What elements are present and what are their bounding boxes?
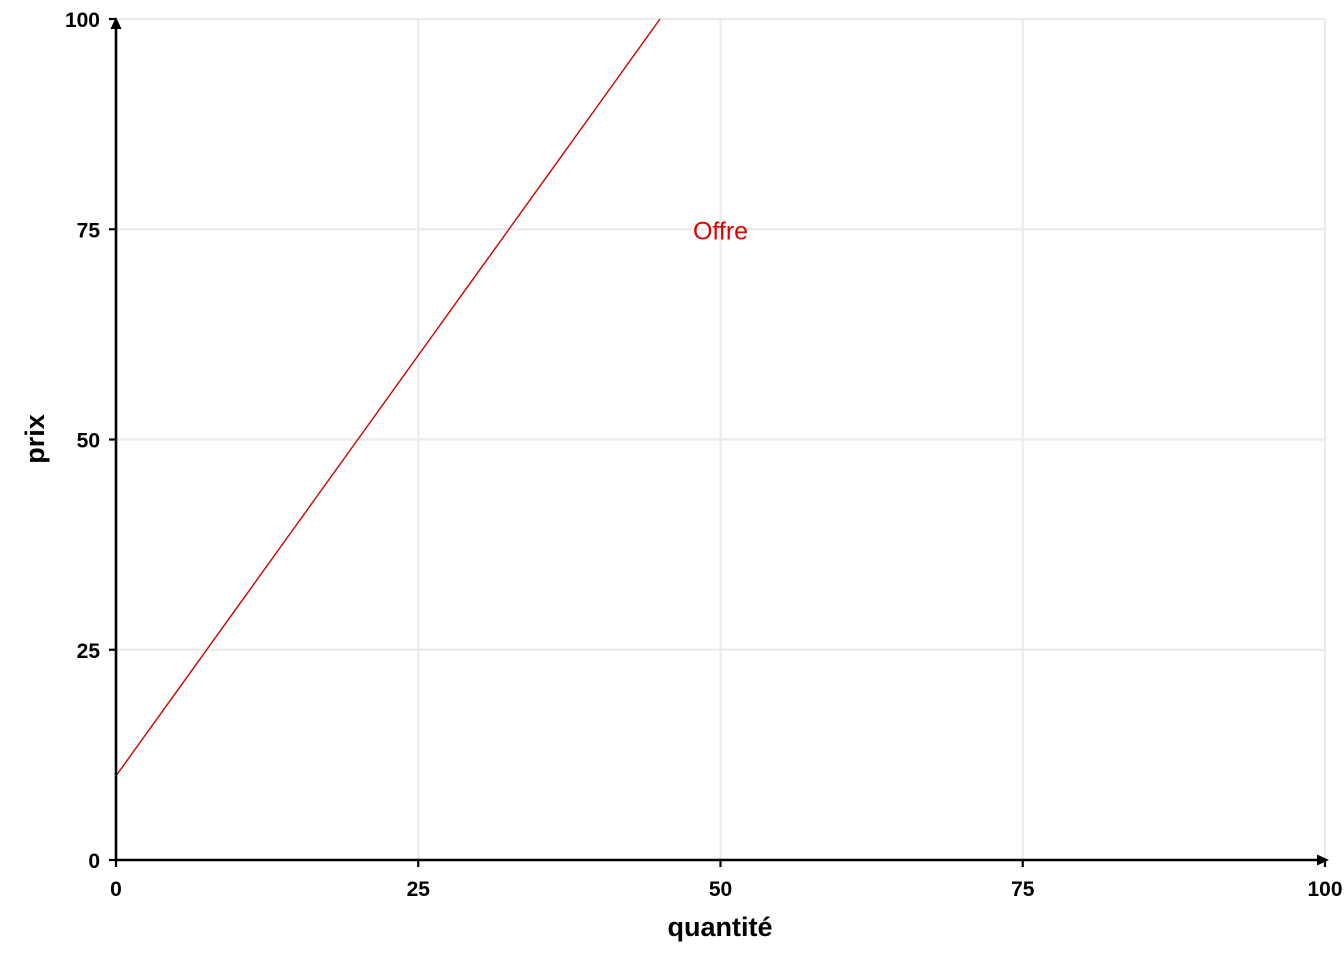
ticks bbox=[109, 17, 1327, 867]
x-tick-label: 0 bbox=[110, 878, 122, 901]
tick-labels: 0 25 50 75 100 0 25 50 75 100 bbox=[65, 9, 1343, 901]
y-tick-label: 100 bbox=[65, 9, 100, 32]
y-tick-label: 50 bbox=[77, 430, 100, 453]
y-axis-arrow-icon bbox=[110, 17, 122, 29]
y-tick-label: 75 bbox=[77, 219, 101, 242]
x-tick-label: 75 bbox=[1011, 878, 1035, 901]
y-axis-title: prix bbox=[20, 414, 50, 464]
y-tick-label: 0 bbox=[88, 850, 100, 873]
annotations: Offre bbox=[693, 217, 748, 245]
x-axis-title: quantité bbox=[668, 912, 773, 942]
x-tick-label: 25 bbox=[407, 878, 431, 901]
grid bbox=[116, 17, 1327, 860]
y-tick-label: 25 bbox=[77, 640, 101, 663]
supply-label: Offre bbox=[693, 217, 748, 245]
series-layer bbox=[115, 18, 661, 777]
x-tick-label: 50 bbox=[709, 878, 732, 901]
supply-line bbox=[115, 18, 661, 777]
x-tick-label: 100 bbox=[1307, 878, 1342, 901]
x-axis-arrow-icon bbox=[1317, 854, 1329, 866]
axes bbox=[110, 17, 1329, 866]
